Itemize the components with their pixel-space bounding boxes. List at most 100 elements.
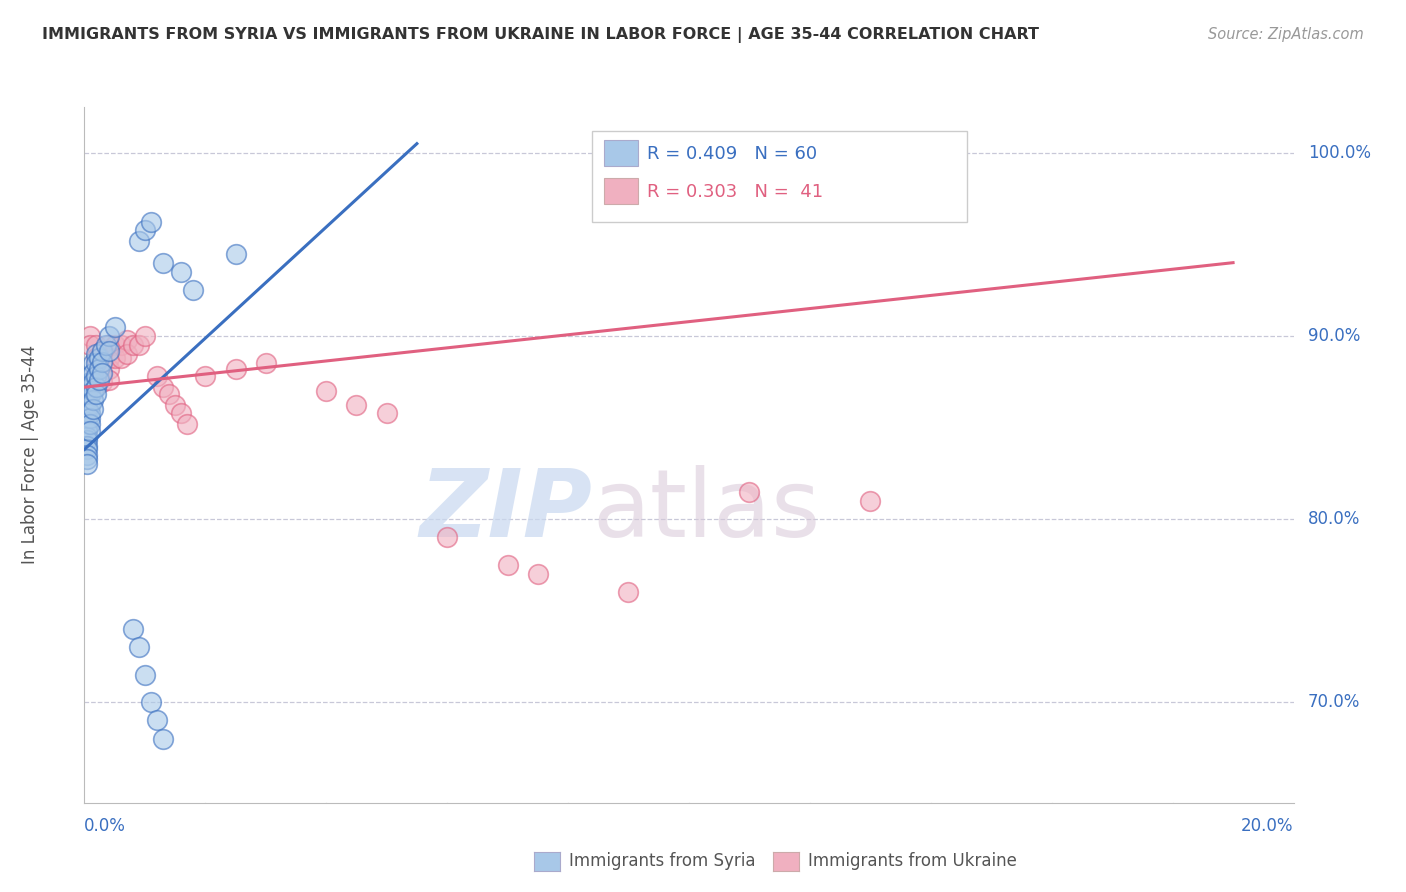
Point [79, 375, 101, 389]
Point [82, 356, 104, 370]
Point [76, 392, 98, 407]
Point [79, 338, 101, 352]
Point [82, 375, 104, 389]
FancyBboxPatch shape [592, 131, 967, 222]
Point [97, 338, 120, 352]
Bar [605, 140, 638, 166]
Point [617, 585, 640, 599]
Point [139, 695, 162, 709]
Text: R = 0.409   N = 60: R = 0.409 N = 60 [647, 145, 817, 162]
Point [91, 375, 114, 389]
Point [79, 424, 101, 438]
Point [86, 380, 108, 394]
Point [97, 343, 120, 358]
Point [104, 351, 127, 365]
Point [89, 362, 111, 376]
Point [134, 329, 156, 343]
Point [79, 417, 101, 431]
Point [170, 265, 193, 279]
Point [79, 411, 101, 425]
Point [76, 420, 98, 434]
Point [76, 448, 98, 462]
Text: atlas: atlas [592, 465, 821, 557]
Point [121, 338, 143, 352]
Point [436, 530, 458, 544]
Point [91, 366, 114, 380]
Text: Immigrants from Syria: Immigrants from Syria [569, 852, 756, 870]
Point [91, 343, 114, 358]
Point [104, 319, 127, 334]
Point [79, 329, 101, 343]
Text: 80.0%: 80.0% [1308, 510, 1361, 528]
Point [86, 356, 108, 370]
Point [76, 415, 98, 429]
Point [76, 402, 98, 417]
Point [86, 387, 108, 401]
Point [152, 380, 174, 394]
Point [86, 347, 108, 361]
Point [526, 566, 548, 581]
Point [76, 406, 98, 420]
Point [79, 380, 101, 394]
Point [254, 356, 277, 370]
Point [86, 369, 108, 384]
Point [110, 338, 132, 352]
Point [76, 384, 98, 398]
Point [86, 338, 108, 352]
Point [496, 558, 519, 572]
Point [76, 457, 98, 471]
Point [181, 283, 204, 297]
Text: Source: ZipAtlas.com: Source: ZipAtlas.com [1208, 27, 1364, 42]
Point [76, 434, 98, 448]
Point [97, 373, 120, 387]
Point [157, 387, 180, 401]
Point [79, 369, 101, 384]
Point [91, 354, 114, 368]
Point [82, 402, 104, 417]
Point [225, 362, 247, 376]
Point [134, 667, 156, 681]
Point [82, 366, 104, 380]
Point [134, 223, 156, 237]
Point [97, 351, 120, 365]
Point [146, 714, 169, 728]
Point [104, 338, 127, 352]
Point [110, 351, 132, 365]
Point [86, 351, 108, 365]
Point [738, 484, 761, 499]
Point [76, 424, 98, 438]
Text: In Labor Force | Age 35-44: In Labor Force | Age 35-44 [21, 345, 39, 565]
Text: 70.0%: 70.0% [1308, 693, 1361, 711]
Point [89, 373, 111, 387]
Point [91, 354, 114, 368]
Point [128, 234, 150, 248]
Point [86, 369, 108, 384]
Point [121, 622, 143, 636]
Point [76, 429, 98, 443]
Point [375, 406, 398, 420]
Point [115, 333, 138, 347]
Point [76, 387, 98, 401]
Point [163, 399, 186, 413]
Point [76, 399, 98, 413]
Point [194, 369, 217, 384]
Point [315, 384, 337, 398]
Text: 0.0%: 0.0% [84, 817, 127, 836]
Text: Immigrants from Ukraine: Immigrants from Ukraine [808, 852, 1018, 870]
Point [79, 406, 101, 420]
Text: IMMIGRANTS FROM SYRIA VS IMMIGRANTS FROM UKRAINE IN LABOR FORCE | AGE 35-44 CORR: IMMIGRANTS FROM SYRIA VS IMMIGRANTS FROM… [42, 27, 1039, 43]
Point [859, 493, 882, 508]
Point [86, 362, 108, 376]
Point [91, 366, 114, 380]
Point [79, 399, 101, 413]
Point [89, 351, 111, 365]
Point [128, 338, 150, 352]
Point [152, 255, 174, 269]
Point [76, 439, 98, 453]
Point [146, 369, 169, 384]
Point [115, 347, 138, 361]
Point [346, 399, 368, 413]
Point [97, 329, 120, 343]
Text: 20.0%: 20.0% [1241, 817, 1294, 836]
Point [170, 406, 193, 420]
